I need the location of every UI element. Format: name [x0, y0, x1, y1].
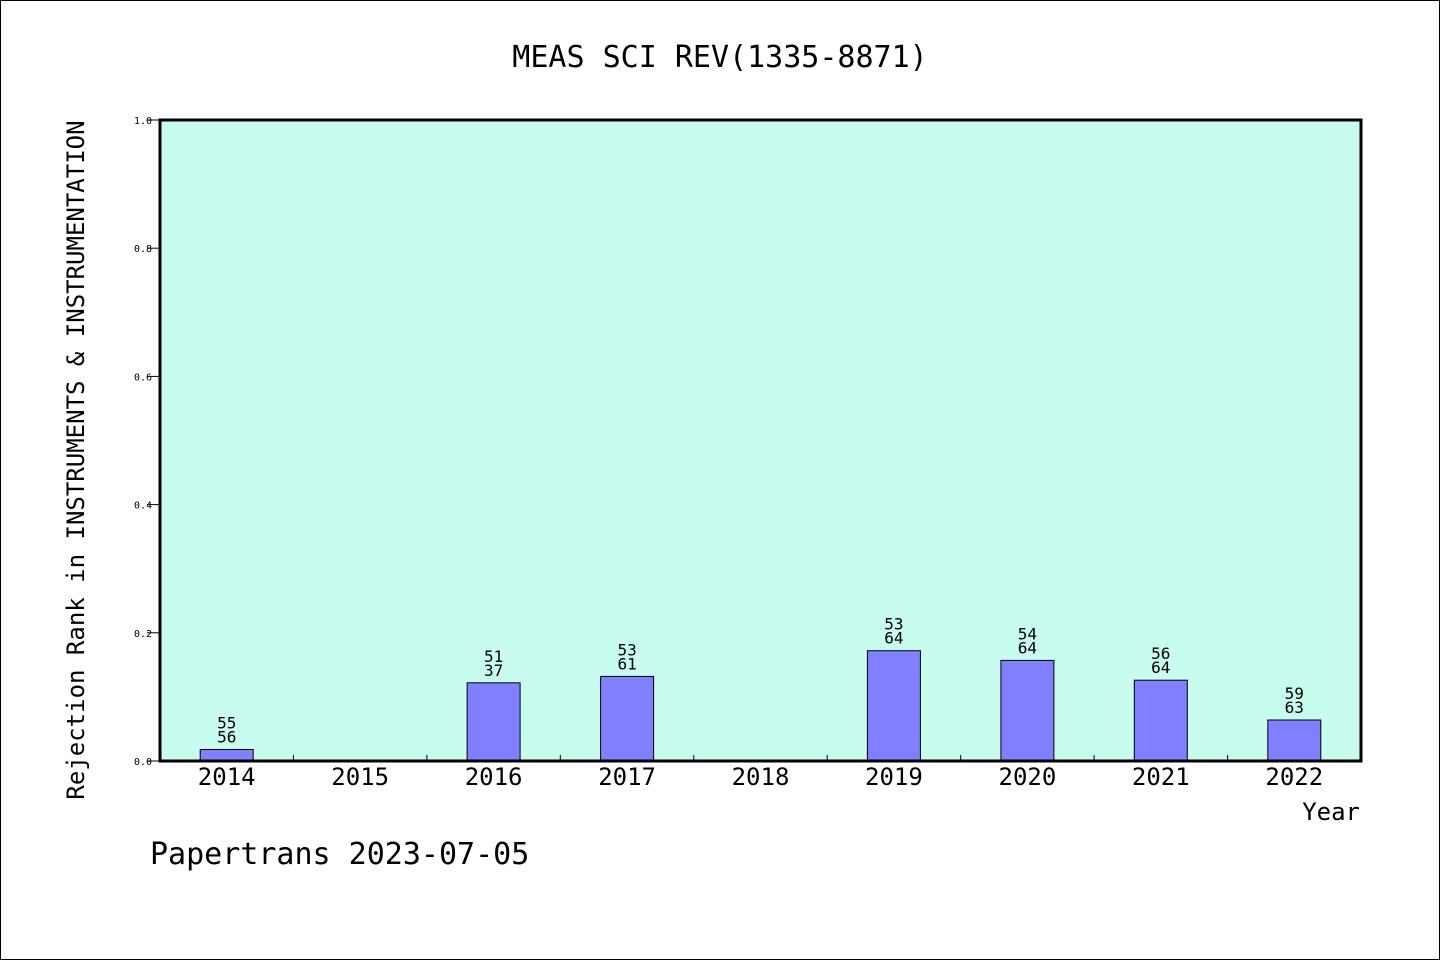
y-axis-label: Rejection Rank in INSTRUMENTS & INSTRUME…	[62, 120, 90, 799]
bar-label-bottom-2014: 56	[217, 728, 236, 747]
bar-label-bottom-2019: 64	[884, 629, 903, 648]
bar-label-top-2014: 55	[217, 714, 236, 733]
ticks-group: 2014 2015 2016 2017 2018 2019 2020 2021 2022 0.0 0…	[134, 116, 1323, 791]
plot-area	[160, 120, 1361, 761]
chart-title: MEAS SCI REV(1335-8871)	[512, 40, 927, 75]
y-tick-label-0: 0.0	[134, 757, 152, 768]
x-tick-label-2015: 2015	[331, 763, 389, 791]
bar-label-bottom-2017: 61	[617, 654, 636, 673]
bar-label-bottom-2020: 64	[1018, 638, 1037, 657]
bar-label-top-2019: 53	[884, 615, 903, 634]
y-tick-label-3: 0.6	[134, 372, 152, 383]
x-tick-label-2021: 2021	[1132, 763, 1190, 791]
x-tick-label-2020: 2020	[999, 763, 1057, 791]
bar-2019	[866, 650, 921, 762]
bar-2017	[600, 675, 655, 762]
bar-label-bottom-2022: 63	[1285, 698, 1304, 717]
bar-label-top-2017: 53	[617, 640, 636, 659]
bar-label-bottom-2016: 37	[484, 661, 503, 680]
x-tick-label-2022: 2022	[1265, 763, 1323, 791]
bar-2022	[1267, 719, 1322, 762]
y-tick-label-1: 0.2	[134, 629, 152, 640]
x-tick-label-2019: 2019	[865, 763, 923, 791]
y-tick-label-2: 0.4	[134, 501, 152, 512]
bar-label-top-2021: 56	[1151, 644, 1170, 663]
bar-2014	[199, 749, 254, 762]
bar-2016	[466, 682, 521, 762]
x-tick-label-2014: 2014	[198, 763, 256, 791]
bar-label-bottom-2021: 64	[1151, 658, 1170, 677]
x-tick-label-2017: 2017	[598, 763, 656, 791]
bar-label-top-2022: 59	[1285, 684, 1304, 703]
y-tick-label-4: 0.8	[134, 244, 152, 255]
x-axis-label: Year	[1302, 798, 1360, 826]
x-tick-label-2018: 2018	[732, 763, 790, 791]
plot-border	[158, 118, 1363, 763]
y-tick-label-5: 1.0	[134, 116, 152, 127]
bar-2021	[1133, 679, 1188, 762]
bar-label-top-2016: 51	[484, 647, 503, 666]
bar-label-top-2020: 54	[1018, 624, 1037, 643]
x-tick-label-2016: 2016	[465, 763, 523, 791]
bar-2020	[1000, 659, 1055, 762]
footer-date: Papertrans 2023-07-05	[150, 837, 529, 872]
